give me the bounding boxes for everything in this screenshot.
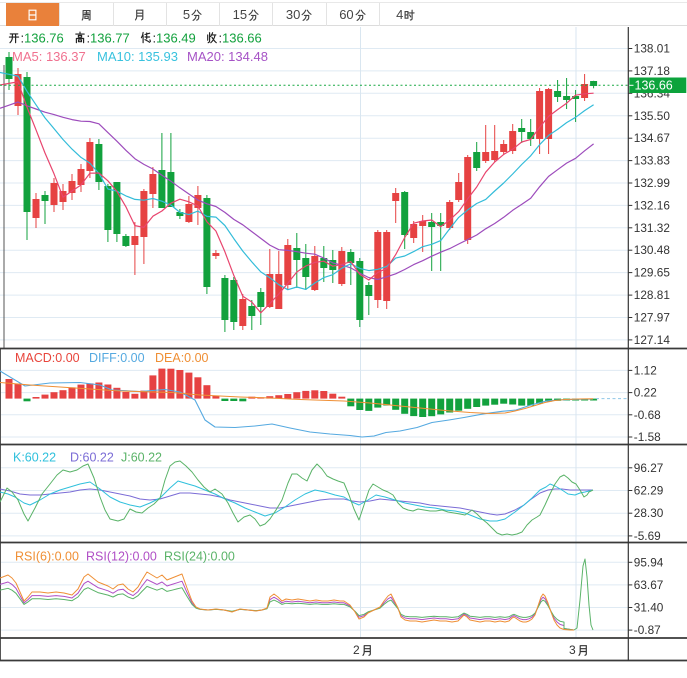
- svg-text:31.40: 31.40: [634, 601, 664, 615]
- svg-text:MA10: 135.93: MA10: 135.93: [97, 49, 178, 64]
- svg-text:132.16: 132.16: [634, 198, 671, 212]
- svg-text::: :: [219, 31, 223, 46]
- svg-text:28.30: 28.30: [634, 506, 664, 520]
- svg-text:MACD:0.00: MACD:0.00: [15, 351, 80, 365]
- svg-text:138.01: 138.01: [634, 42, 670, 56]
- svg-text:DEA:0.00: DEA:0.00: [155, 351, 209, 365]
- svg-text:132.99: 132.99: [634, 176, 670, 190]
- svg-text:MA5: 136.37: MA5: 136.37: [12, 49, 86, 64]
- svg-text:95.94: 95.94: [634, 555, 664, 569]
- svg-text:DIFF:0.00: DIFF:0.00: [89, 351, 145, 365]
- svg-text:137.18: 137.18: [634, 64, 671, 78]
- svg-text:62.29: 62.29: [634, 484, 664, 498]
- svg-text:136.49: 136.49: [156, 31, 196, 46]
- svg-text::: :: [153, 31, 157, 46]
- svg-text:129.65: 129.65: [634, 266, 671, 280]
- svg-text:MA20: 134.48: MA20: 134.48: [187, 49, 268, 64]
- svg-text:128.81: 128.81: [634, 288, 670, 302]
- svg-text:D:60.22: D:60.22: [70, 451, 114, 465]
- svg-text:133.83: 133.83: [634, 154, 671, 168]
- svg-text:136.66: 136.66: [222, 31, 262, 46]
- svg-text:63.67: 63.67: [634, 578, 664, 592]
- svg-text:RSI(24):0.00: RSI(24):0.00: [164, 550, 235, 564]
- svg-text:127.14: 127.14: [634, 333, 671, 347]
- svg-text:130.48: 130.48: [634, 243, 671, 257]
- svg-text:0.22: 0.22: [634, 386, 657, 400]
- svg-text:134.67: 134.67: [634, 131, 670, 145]
- svg-text:-0.87: -0.87: [634, 623, 661, 637]
- svg-text:136.66: 136.66: [635, 79, 673, 93]
- svg-text:2: 2: [353, 643, 360, 657]
- svg-text:RSI(12):0.00: RSI(12):0.00: [86, 550, 157, 564]
- svg-text:-5.69: -5.69: [634, 529, 661, 543]
- svg-text::: :: [87, 31, 91, 46]
- svg-text:135.50: 135.50: [634, 109, 671, 123]
- svg-text::: :: [21, 31, 25, 46]
- svg-text:-0.68: -0.68: [634, 408, 661, 422]
- svg-text:96.27: 96.27: [634, 461, 664, 475]
- svg-text:-1.58: -1.58: [634, 430, 661, 444]
- svg-text:131.32: 131.32: [634, 221, 670, 235]
- svg-text:RSI(6):0.00: RSI(6):0.00: [15, 550, 79, 564]
- svg-text:K:60.22: K:60.22: [13, 451, 56, 465]
- svg-text:J:60.22: J:60.22: [121, 451, 162, 465]
- svg-text:127.97: 127.97: [634, 311, 670, 325]
- svg-text:136.76: 136.76: [24, 31, 64, 46]
- svg-text:3: 3: [569, 643, 576, 657]
- svg-text:136.77: 136.77: [90, 31, 130, 46]
- svg-text:1.12: 1.12: [634, 363, 657, 377]
